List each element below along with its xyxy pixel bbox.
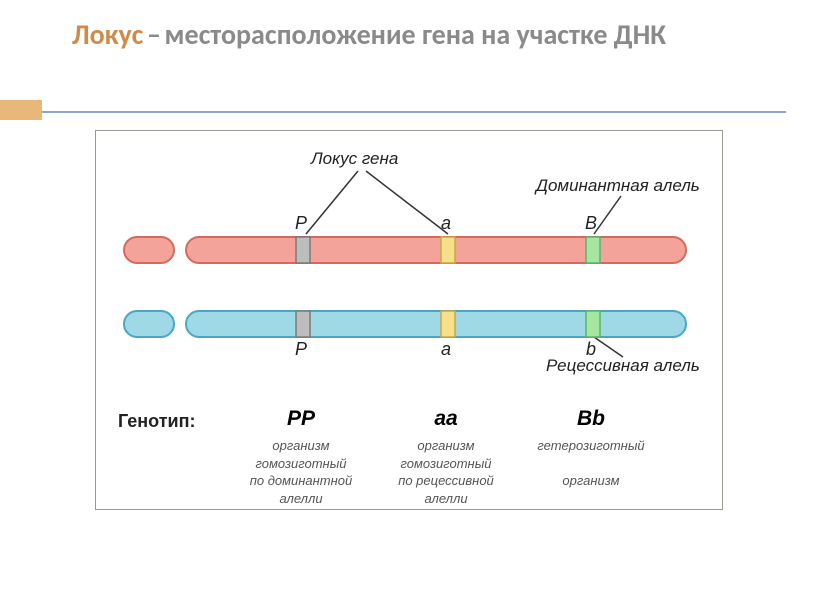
genotype-label: Генотип: (118, 411, 195, 432)
accent-bar (0, 100, 42, 120)
allele-2-b: b (586, 339, 596, 360)
horizontal-rule (42, 111, 786, 113)
genotype-1-pair: PP (241, 407, 361, 431)
chromosome-2 (124, 311, 686, 337)
genotype-3: Bb гетерозиготный организм (531, 407, 651, 490)
genotype-3-desc: гетерозиготный организм (531, 437, 651, 490)
slide-title: Локус – месторасположение гена на участк… (0, 0, 816, 60)
allele-1-a: a (441, 213, 451, 234)
title-rest: месторасположение гена на участке ДНК (165, 17, 667, 52)
genotype-2-desc: организмгомозиготныйпо рецессивнойалелли (386, 437, 506, 507)
title-word1: Локус (72, 17, 143, 52)
allele-2-a: a (441, 339, 451, 360)
chromosome-diagram: Локус гена Доминантная алель Рецессивная… (95, 130, 723, 510)
genotype-1: PP организмгомозиготныйпо доминантнойале… (241, 407, 361, 507)
chromosome-1 (124, 237, 686, 263)
title-dash: – (147, 17, 161, 52)
genotype-2-pair: aa (386, 407, 506, 431)
allele-2-P: P (295, 339, 307, 360)
allele-1-P: P (295, 213, 307, 234)
allele-1-B: B (585, 213, 597, 234)
genotype-3-pair: Bb (531, 407, 651, 431)
chromosome-svg (96, 131, 724, 391)
genotype-1-desc: организмгомозиготныйпо доминантнойалелли (241, 437, 361, 507)
genotype-2: aa организмгомозиготныйпо рецессивнойале… (386, 407, 506, 507)
